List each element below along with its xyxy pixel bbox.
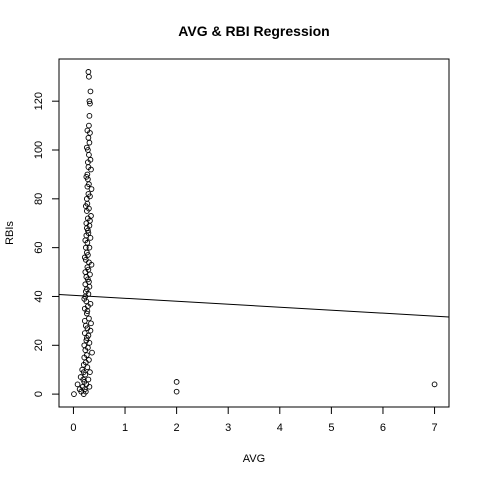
chart-title: AVG & RBI Regression bbox=[178, 23, 329, 39]
y-tick-label: 40 bbox=[33, 290, 45, 302]
x-tick-label: 2 bbox=[174, 422, 180, 434]
x-axis: 0 1 2 3 4 5 6 7 bbox=[70, 406, 438, 434]
data-point bbox=[85, 376, 92, 383]
data-points bbox=[71, 69, 438, 397]
x-axis-label: AVG bbox=[243, 453, 265, 465]
data-point bbox=[87, 369, 93, 375]
data-point bbox=[87, 327, 94, 334]
data-point bbox=[83, 174, 90, 180]
data-point bbox=[85, 230, 92, 236]
x-tick-label: 0 bbox=[70, 422, 76, 434]
data-point bbox=[85, 227, 91, 234]
y-tick-label: 80 bbox=[33, 193, 45, 205]
data-point bbox=[87, 100, 93, 107]
plot-box bbox=[58, 58, 450, 408]
data-point bbox=[71, 391, 77, 397]
data-point bbox=[86, 278, 92, 285]
data-point bbox=[84, 335, 90, 341]
data-point bbox=[85, 69, 92, 75]
data-point bbox=[85, 344, 91, 351]
data-point bbox=[82, 203, 89, 209]
data-point bbox=[84, 364, 91, 371]
data-point bbox=[84, 144, 90, 151]
y-tick-label: 120 bbox=[33, 92, 45, 110]
data-point bbox=[86, 152, 92, 158]
data-point bbox=[74, 381, 81, 388]
x-tick-label: 6 bbox=[380, 422, 386, 434]
data-point bbox=[85, 266, 92, 273]
x-tick-label: 7 bbox=[431, 422, 437, 434]
data-point bbox=[86, 383, 93, 390]
data-point bbox=[173, 388, 180, 395]
data-point bbox=[84, 308, 91, 314]
data-point bbox=[431, 381, 438, 388]
data-point bbox=[86, 122, 92, 129]
y-axis: 0 20 40 60 80 100 120 bbox=[33, 92, 60, 397]
x-tick-label: 1 bbox=[122, 422, 128, 434]
data-point bbox=[82, 388, 89, 395]
data-point bbox=[82, 371, 89, 378]
data-point bbox=[84, 310, 90, 317]
y-tick-label: 100 bbox=[33, 141, 45, 159]
data-point bbox=[86, 181, 92, 188]
data-point bbox=[87, 271, 93, 278]
data-point bbox=[86, 357, 92, 363]
data-point bbox=[89, 349, 95, 356]
x-tick-label: 4 bbox=[277, 422, 283, 434]
data-point bbox=[87, 217, 93, 224]
data-point bbox=[82, 288, 89, 295]
data-point bbox=[85, 134, 92, 141]
x-tick-label: 5 bbox=[328, 422, 334, 434]
data-point bbox=[81, 254, 88, 261]
data-point bbox=[86, 139, 93, 146]
y-tick-label: 60 bbox=[33, 242, 45, 254]
data-point bbox=[87, 193, 93, 200]
data-point bbox=[87, 300, 94, 307]
data-point bbox=[86, 73, 92, 80]
data-point bbox=[87, 235, 94, 241]
data-point bbox=[84, 127, 91, 134]
data-point bbox=[86, 98, 93, 105]
data-point bbox=[88, 320, 94, 327]
data-point bbox=[86, 112, 93, 119]
data-point bbox=[86, 315, 92, 322]
y-axis-label: RBIs bbox=[4, 221, 16, 245]
data-point bbox=[173, 379, 180, 385]
regression-line bbox=[58, 294, 450, 318]
data-point bbox=[88, 261, 95, 268]
x-tick-label: 3 bbox=[225, 422, 231, 434]
data-point bbox=[84, 352, 90, 358]
data-point bbox=[88, 186, 95, 192]
y-tick-label: 0 bbox=[33, 391, 45, 397]
data-point bbox=[87, 156, 94, 163]
data-point bbox=[81, 296, 88, 302]
data-point bbox=[86, 244, 93, 251]
data-point bbox=[86, 339, 93, 346]
y-tick-label: 20 bbox=[33, 339, 45, 351]
data-point bbox=[82, 237, 89, 244]
data-point bbox=[87, 88, 94, 95]
data-point bbox=[88, 166, 94, 173]
